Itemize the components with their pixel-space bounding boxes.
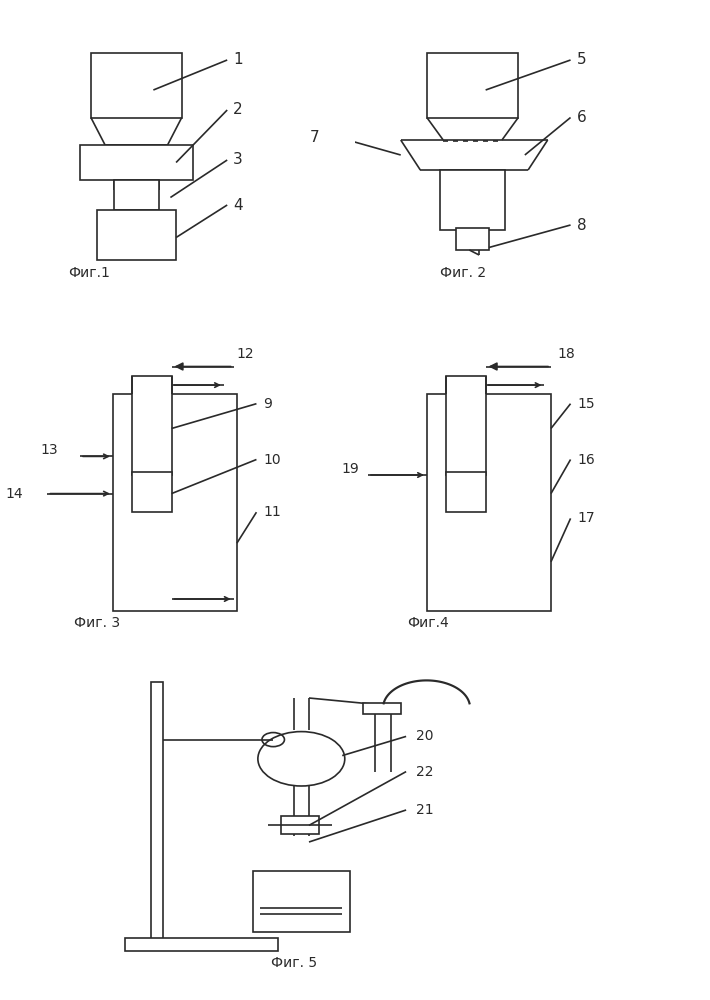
Text: 7: 7 [310,130,319,145]
Text: 8: 8 [577,218,586,232]
Text: 19: 19 [342,462,360,476]
Bar [97,210,176,260]
Bar [114,180,159,210]
Bar [91,52,182,117]
Text: Фиг. 2: Фиг. 2 [440,266,486,280]
Bar [132,376,172,475]
Text: Фиг. 5: Фиг. 5 [271,956,317,970]
Text: Фиг.4: Фиг.4 [408,616,449,630]
Bar [440,170,506,230]
Text: 9: 9 [263,397,272,411]
Text: 16: 16 [577,452,595,466]
Text: 11: 11 [263,505,280,519]
Text: 20: 20 [416,729,434,743]
Bar [427,52,518,117]
Text: 6: 6 [577,110,587,125]
Bar [457,228,489,250]
Bar [427,394,551,611]
Text: 13: 13 [41,443,58,457]
Text: 4: 4 [233,198,243,213]
Text: 3: 3 [233,152,243,167]
Text: 1: 1 [233,52,243,68]
Bar [253,871,350,932]
Bar [132,472,172,512]
Text: 2: 2 [233,103,243,117]
Bar [113,394,237,611]
Text: 17: 17 [577,511,595,525]
Bar [447,472,486,512]
Text: 22: 22 [416,765,434,779]
Text: 5: 5 [577,52,586,68]
Bar [80,145,193,180]
Text: 21: 21 [416,803,434,817]
Bar [151,682,163,944]
Text: 10: 10 [263,452,280,466]
Bar [447,376,486,475]
Bar [363,703,401,714]
Text: Фиг. 3: Фиг. 3 [74,616,120,630]
Bar [125,938,278,951]
Text: 12: 12 [237,347,254,361]
Bar [281,816,320,834]
Text: 18: 18 [557,347,575,361]
Text: 15: 15 [577,397,595,411]
Text: Фиг.1: Фиг.1 [68,266,110,280]
Text: 14: 14 [5,487,23,501]
